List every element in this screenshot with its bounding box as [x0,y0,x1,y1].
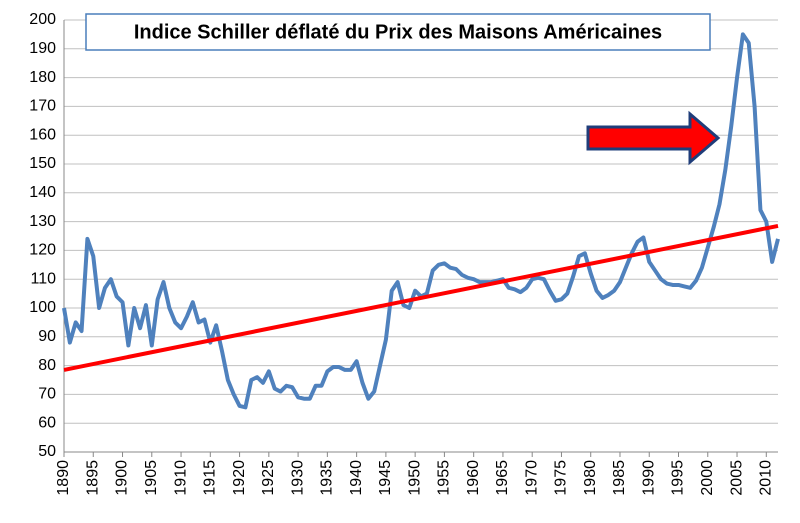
y-tick-label: 50 [38,443,56,460]
y-tick-label: 60 [38,414,56,431]
x-tick-label: 1920 [231,460,248,496]
x-tick-label: 1950 [406,460,423,496]
y-tick-label: 180 [29,69,56,86]
x-tick-label: 1900 [114,460,131,496]
x-tick-label: 1995 [670,460,687,496]
y-tick-label: 110 [30,270,56,287]
plot [62,32,780,410]
y-tick-label: 170 [29,98,56,115]
x-tick-label: 2010 [758,460,775,496]
y-tick-label: 140 [29,184,56,201]
y-tick-label: 200 [29,11,56,28]
x-tick-label: 1985 [611,460,628,496]
chart-title: Indice Schiller déflaté du Prix des Mais… [134,21,662,43]
x-tick-label: 1905 [143,460,160,496]
y-tick-label: 70 [38,386,56,403]
x-tick-label: 1960 [465,460,482,496]
x-tick-label: 1990 [640,460,657,496]
x-tick-label: 2005 [728,460,745,496]
x-tick-label: 1890 [55,460,72,496]
title-box [85,13,711,51]
y-tick-label: 130 [29,213,56,230]
x-tick-label: 1940 [348,460,365,496]
y-tick-label: 120 [29,242,56,259]
x-tick-label: 1955 [436,460,453,496]
x-tick-label: 1970 [523,460,540,496]
x-tick-label: 1945 [377,460,394,496]
x-tick-label: 1965 [494,460,511,496]
trend-line [63,223,779,372]
y-tick-label: 80 [38,357,56,374]
y-tick-label: 100 [29,299,56,316]
x-tick-label: 1975 [553,460,570,496]
y-tick-label: 150 [29,155,56,172]
x-tick-label: 1925 [260,460,277,496]
y-tick-label: 90 [38,328,56,345]
y-tick-label: 160 [29,126,56,143]
x-tick-label: 1935 [319,460,336,496]
x-tick-label: 1980 [582,460,599,496]
x-tick-label: 1910 [172,460,189,496]
y-tick-label: 190 [29,40,56,57]
x-tick-label: 1930 [289,460,306,496]
x-tick-label: 2000 [699,460,716,496]
x-tick-label: 1895 [84,460,101,496]
arrow [586,110,721,166]
x-tick-label: 1915 [202,460,219,496]
